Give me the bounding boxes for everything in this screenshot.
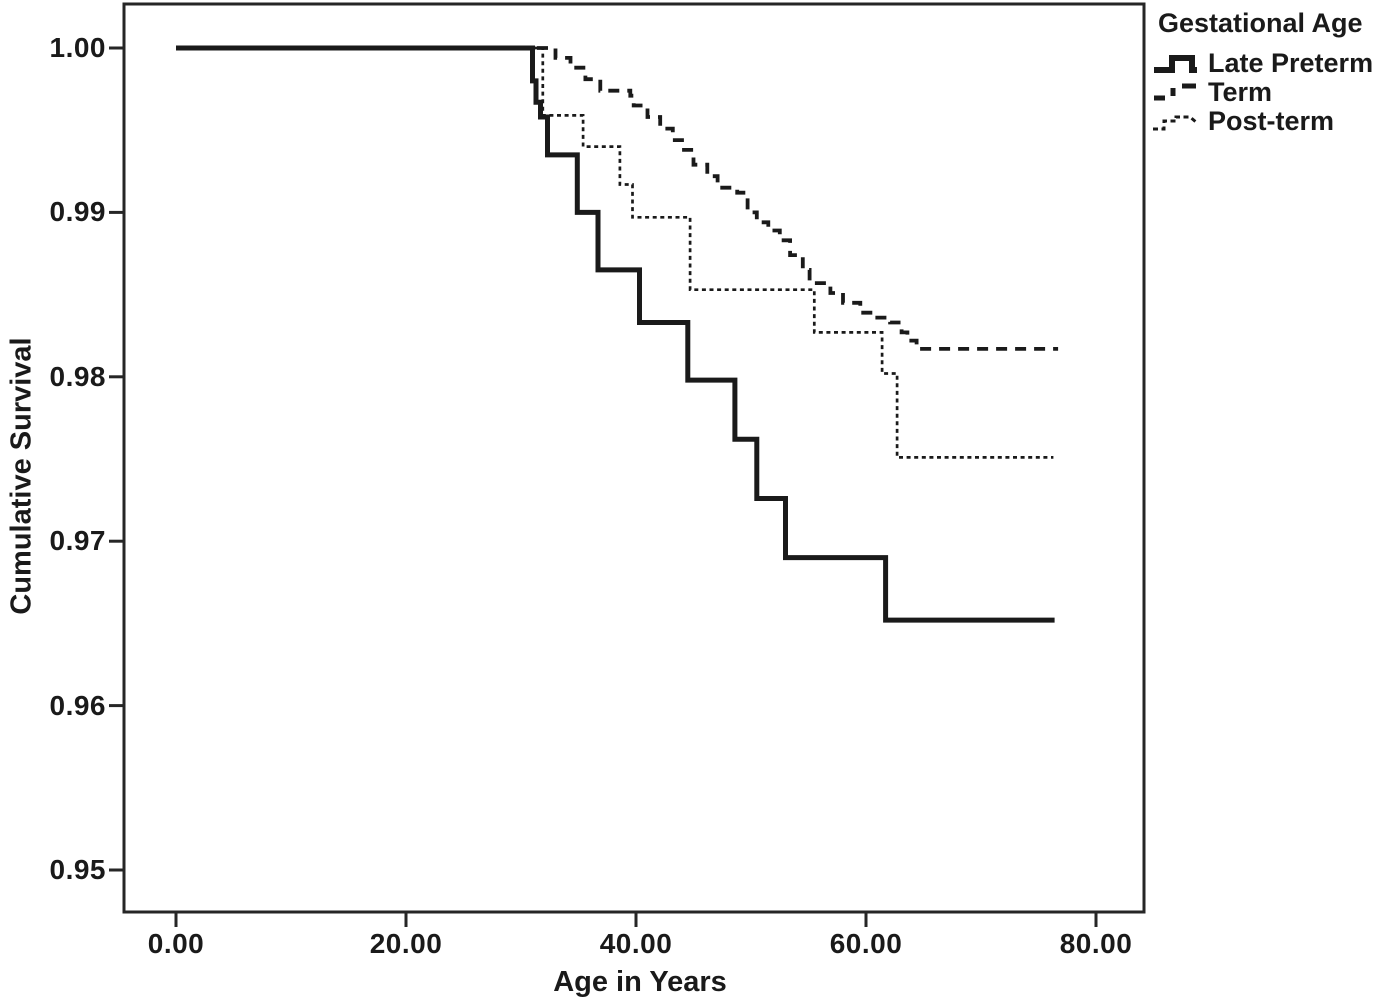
y-tick-label-099: 0.99: [49, 196, 106, 227]
x-tick-label-60: 60.00: [829, 928, 903, 959]
y-axis-title: Cumulative Survival: [5, 337, 38, 615]
legend: Gestational Age Late Preterm Term Post-t…: [1152, 8, 1398, 136]
x-axis-title: Age in Years: [553, 966, 727, 998]
series-curve-late-preterm: [176, 45, 1055, 623]
x-tick-label-20: 20.00: [369, 928, 443, 959]
legend-item-post-term: Post-term: [1152, 106, 1398, 136]
legend-label: Term: [1208, 77, 1273, 107]
legend-label: Post-term: [1208, 106, 1335, 136]
y-tick-label-097: 0.97: [49, 525, 106, 556]
solid-step-line-icon: [1154, 54, 1197, 73]
x-tick-label-40: 40.00: [599, 928, 673, 959]
dotted-step-line-icon: [1153, 115, 1197, 130]
plot-frame: [122, 2, 1146, 914]
legend-label: Late Preterm: [1208, 48, 1374, 78]
y-tick-label-098: 0.98: [49, 361, 106, 392]
x-tick-label-80: 80.00: [1059, 928, 1133, 959]
y-tick-label-096: 0.96: [49, 690, 106, 721]
dashed-step-line-icon: [1154, 83, 1196, 100]
legend-item-late-preterm: Late Preterm: [1152, 48, 1398, 78]
x-tick-label-0: 0.00: [147, 928, 205, 959]
series-curve-post-term: [176, 46, 1054, 459]
y-tick-label-100: 1.00: [49, 32, 106, 63]
y-tick-label-095: 0.95: [49, 854, 106, 885]
series-curve-term: [176, 46, 1059, 351]
legend-item-term: Term: [1152, 77, 1398, 107]
legend-title: Gestational Age: [1158, 8, 1363, 38]
